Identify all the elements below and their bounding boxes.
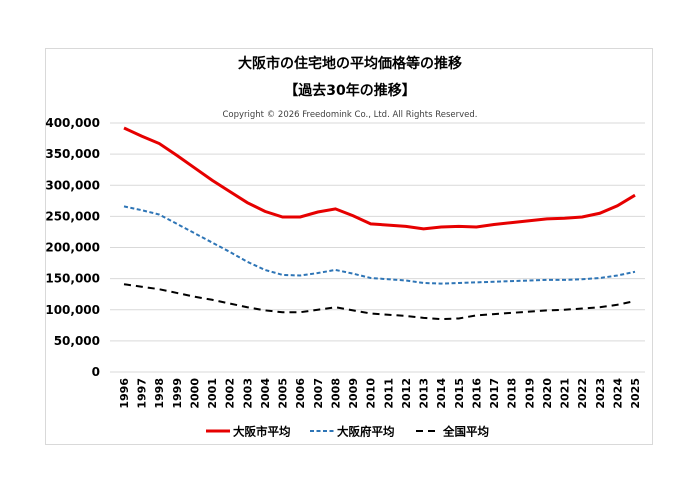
x-tick-label: 2005 [277,378,290,409]
x-tick-label: 2021 [559,378,572,409]
x-tick-label: 2009 [347,378,360,409]
y-tick-label: 250,000 [45,209,100,223]
x-tick-label: 2025 [629,378,642,409]
x-tick-label: 2023 [594,378,607,409]
chart-frame [45,48,653,445]
x-tick-label: 2008 [329,378,342,409]
chart-subtitle: 【過去30年の推移】 [284,82,415,99]
y-tick-label: 300,000 [45,178,100,192]
x-tick-label: 1999 [171,378,184,409]
y-tick-label: 400,000 [45,116,100,130]
y-tick-label: 350,000 [45,147,100,161]
x-tick-label: 2019 [523,378,536,409]
x-tick-label: 2013 [418,378,431,409]
series-line [123,205,636,285]
x-tick-label: 1997 [136,378,149,409]
x-tick-label: 2016 [470,378,483,409]
x-tick-label: 2022 [576,378,589,409]
chart-title: 大阪市の住宅地の平均価格等の推移 [238,55,462,72]
x-tick-label: 2014 [435,378,448,409]
x-tick-label: 2017 [488,378,501,409]
y-tick-label: 150,000 [45,272,100,286]
x-tick-label: 2011 [382,378,395,409]
series-line [123,126,636,231]
x-tick-label: 2000 [188,378,201,409]
x-tick-label: 2018 [506,378,519,409]
x-tick-label: 2001 [206,378,219,409]
legend-label: 全国平均 [442,425,489,439]
legend-label: 大阪府平均 [337,425,395,439]
copyright-text: Copyright © 2026 Freedomink Co., Ltd. Al… [222,110,477,120]
x-tick-label: 2004 [259,378,272,409]
x-tick-label: 1998 [153,378,166,409]
y-tick-label: 50,000 [54,334,100,348]
x-tick-label: 2020 [541,378,554,409]
x-tick-label: 2002 [224,378,237,409]
x-tick-label: 2007 [312,378,325,409]
x-tick-label: 2012 [400,378,413,409]
y-tick-label: 200,000 [45,241,100,255]
x-tick-label: 1996 [118,378,131,409]
x-tick-label: 2003 [241,378,254,409]
x-tick-label: 2024 [611,378,624,409]
y-tick-label: 0 [92,365,100,379]
x-tick-label: 2006 [294,378,307,409]
y-tick-label: 100,000 [45,303,100,317]
series-line [123,283,636,321]
x-tick-label: 2015 [453,378,466,409]
legend-label: 大阪市平均 [233,425,291,439]
x-tick-label: 2010 [365,378,378,409]
